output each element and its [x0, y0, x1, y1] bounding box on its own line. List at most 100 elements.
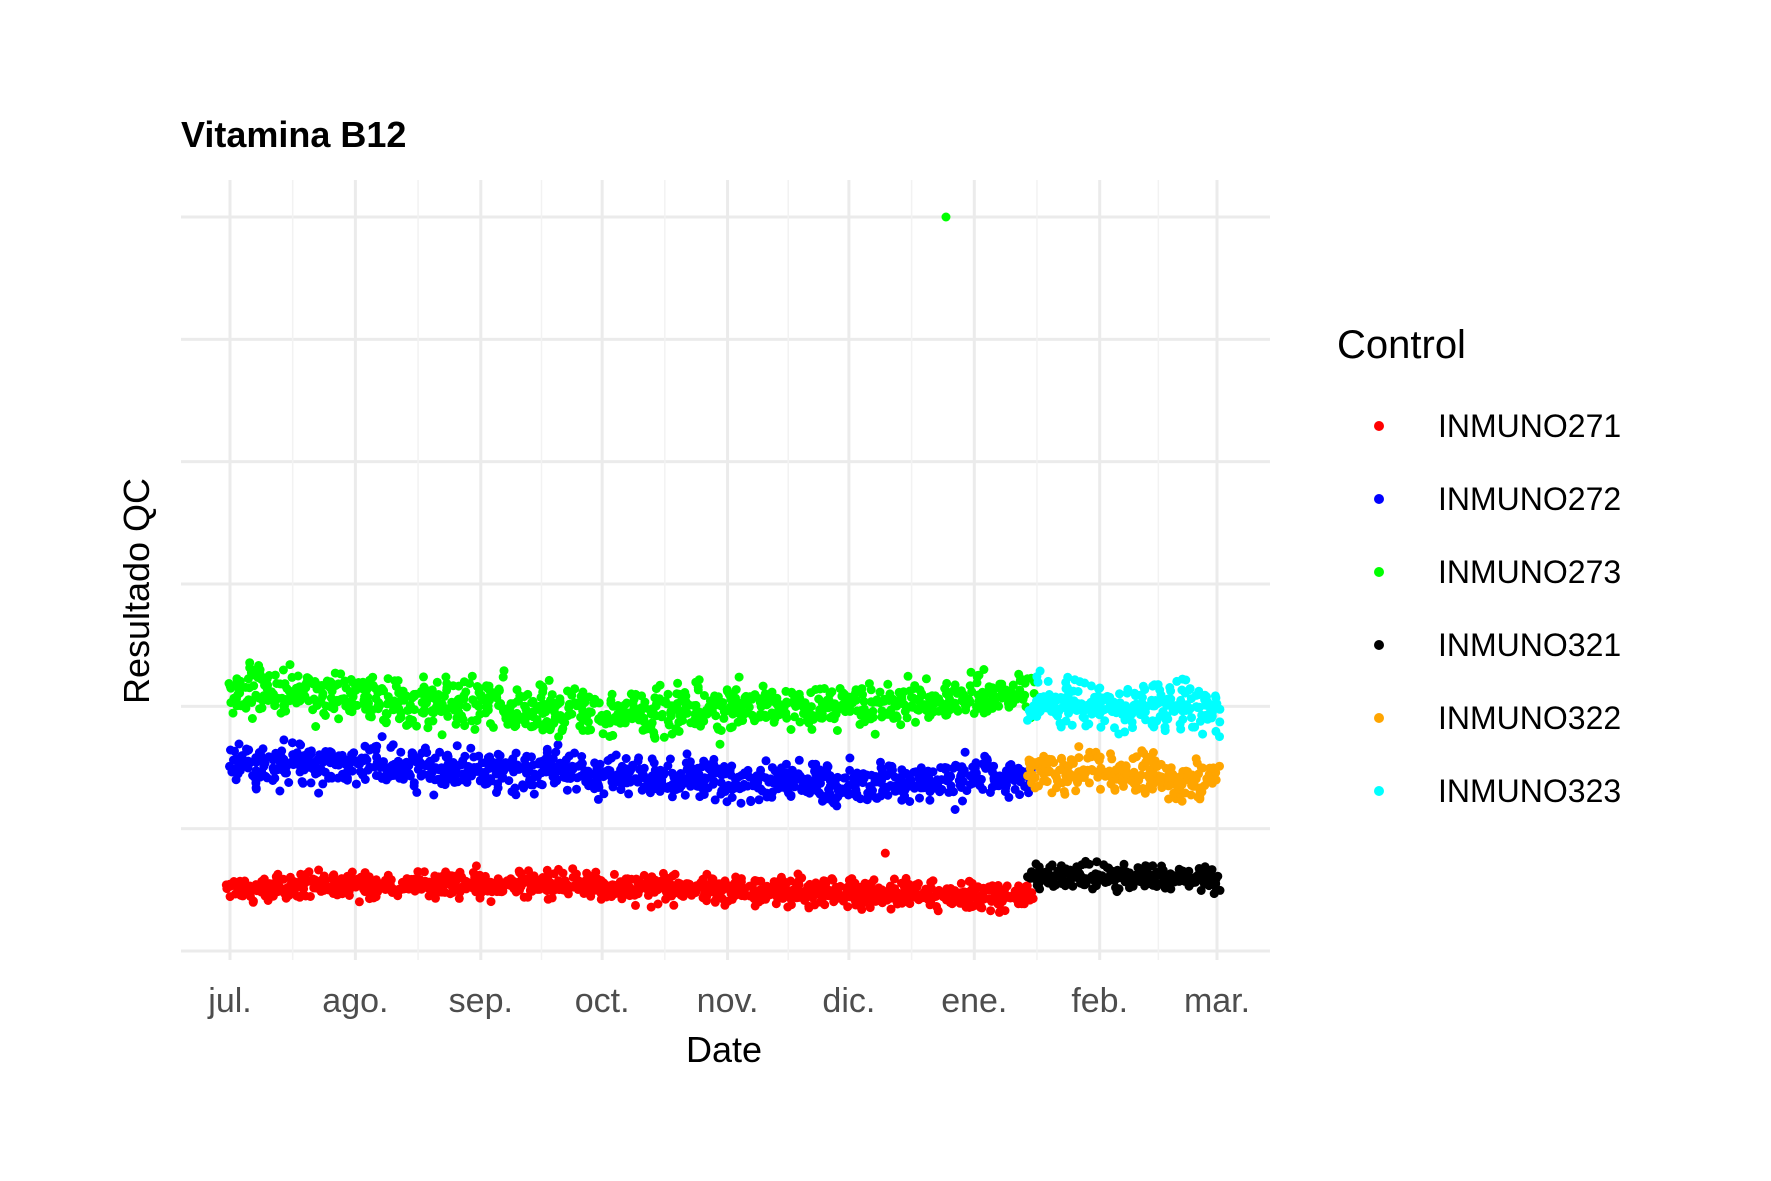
legend-key-INMUNO323 — [1374, 786, 1384, 796]
point-INMUNO323-117 — [1115, 689, 1124, 699]
point-INMUNO271-87 — [289, 877, 299, 887]
point-INMUNO273-426 — [567, 709, 577, 719]
point-INMUNO271-733 — [797, 873, 807, 883]
point-INMUNO273-264 — [437, 730, 447, 740]
point-INMUNO273-855 — [921, 674, 931, 684]
point-INMUNO272-793 — [857, 770, 867, 779]
point-INMUNO322-230 — [1215, 761, 1224, 771]
data-points — [221, 212, 1225, 917]
point-INMUNO321-112 — [1114, 884, 1124, 894]
point-INMUNO273-102 — [302, 673, 312, 683]
point-INMUNO322-227 — [1211, 775, 1221, 785]
point-INMUNO322-45 — [1059, 787, 1069, 796]
series-INMUNO321 — [1023, 856, 1225, 899]
point-INMUNO273-65 — [278, 665, 288, 675]
point-INMUNO273-272 — [443, 711, 453, 721]
point-INMUNO272-674 — [769, 775, 778, 785]
point-INMUNO272-702 — [787, 765, 797, 775]
point-INMUNO273-62 — [270, 670, 280, 680]
point-INMUNO323-237 — [1211, 693, 1221, 703]
point-INMUNO272-538 — [663, 761, 673, 771]
point-INMUNO273-739 — [819, 684, 829, 693]
point-INMUNO272-638 — [739, 779, 749, 789]
point-INMUNO271-586 — [678, 891, 688, 901]
legend-key-INMUNO322 — [1374, 713, 1384, 723]
point-INMUNO271-852 — [890, 884, 900, 894]
point-INMUNO323-71 — [1075, 677, 1085, 687]
point-INMUNO271-980 — [995, 900, 1005, 910]
point-INMUNO271-135 — [329, 870, 339, 880]
point-INMUNO273-61 — [270, 701, 280, 711]
point-INMUNO272-945 — [982, 754, 992, 764]
point-INMUNO323-82 — [1084, 719, 1094, 729]
point-INMUNO321-201 — [1184, 866, 1194, 876]
point-INMUNO323-41 — [1055, 718, 1065, 728]
point-INMUNO271-573 — [670, 869, 680, 879]
series-INMUNO322 — [1023, 742, 1224, 806]
point-INMUNO323-204 — [1187, 713, 1196, 723]
point-INMUNO323-123 — [1115, 707, 1125, 716]
point-INMUNO272-604 — [716, 778, 726, 788]
point-INMUNO272-719 — [805, 788, 815, 798]
point-INMUNO272-61 — [270, 773, 280, 783]
point-INMUNO273-472 — [608, 730, 618, 740]
point-INMUNO273-492 — [622, 698, 632, 708]
point-INMUNO272-519 — [647, 754, 657, 764]
point-INMUNO271-97 — [305, 892, 315, 901]
point-INMUNO271-338 — [486, 897, 496, 907]
point-INMUNO273-126 — [322, 676, 332, 686]
point-INMUNO272-879 — [925, 795, 935, 805]
chart-title: Vitamina B12 — [181, 114, 406, 155]
point-INMUNO273-596 — [699, 716, 709, 726]
point-INMUNO272-770 — [845, 765, 855, 775]
point-INMUNO271-979 — [1000, 906, 1010, 916]
point-INMUNO271-783 — [833, 890, 843, 900]
point-INMUNO271-590 — [683, 879, 693, 889]
point-INMUNO272-66 — [277, 746, 287, 756]
point-INMUNO321-23 — [1038, 869, 1048, 879]
point-INMUNO272-354 — [511, 748, 521, 758]
point-INMUNO273-519 — [640, 697, 650, 707]
point-INMUNO273-423 — [558, 723, 568, 733]
series-INMUNO273 — [224, 212, 1039, 749]
point-INMUNO273-201 — [381, 708, 391, 718]
point-INMUNO272-747 — [825, 789, 835, 799]
point-INMUNO272-821 — [878, 771, 887, 781]
point-INMUNO273-877 — [934, 697, 944, 707]
point-INMUNO322-153 — [1148, 784, 1157, 794]
point-INMUNO272-798 — [862, 795, 872, 805]
point-INMUNO273-576 — [684, 700, 694, 710]
point-INMUNO323-51 — [1063, 672, 1073, 682]
point-INMUNO271-530 — [646, 902, 656, 912]
point-INMUNO272-49 — [259, 762, 269, 771]
point-INMUNO321-222 — [1198, 875, 1208, 885]
point-INMUNO271-607 — [702, 896, 712, 906]
point-INMUNO272-637 — [736, 798, 746, 808]
point-INMUNO271-661 — [740, 884, 750, 894]
point-INMUNO273-221 — [396, 686, 406, 696]
point-INMUNO272-387 — [537, 780, 547, 790]
point-INMUNO272-402 — [551, 747, 561, 757]
point-INMUNO273-755 — [832, 726, 842, 735]
point-INMUNO271-35 — [248, 896, 258, 906]
point-INMUNO323-25 — [1043, 676, 1053, 686]
point-INMUNO273-811 — [883, 679, 893, 689]
point-INMUNO272-760 — [833, 772, 843, 782]
point-INMUNO272-245 — [420, 747, 430, 757]
point-INMUNO273-971 — [1018, 691, 1028, 700]
point-INMUNO322-56 — [1074, 742, 1084, 752]
x-tick-label-4: nov. — [697, 982, 759, 1020]
point-INMUNO273-377 — [528, 696, 538, 706]
point-INMUNO272-566 — [680, 790, 690, 800]
point-INMUNO323-235 — [1211, 726, 1221, 736]
point-INMUNO271-294 — [454, 893, 464, 903]
point-INMUNO271-775 — [828, 875, 838, 885]
point-INMUNO273-583 — [691, 700, 701, 710]
point-INMUNO322-132 — [1136, 770, 1146, 780]
point-INMUNO273-476 — [606, 698, 616, 708]
point-INMUNO273-338 — [496, 699, 506, 708]
point-INMUNO273-143 — [336, 669, 346, 679]
point-INMUNO271-401 — [542, 865, 552, 875]
point-INMUNO272-296 — [460, 751, 470, 761]
point-INMUNO273-805 — [875, 687, 885, 697]
